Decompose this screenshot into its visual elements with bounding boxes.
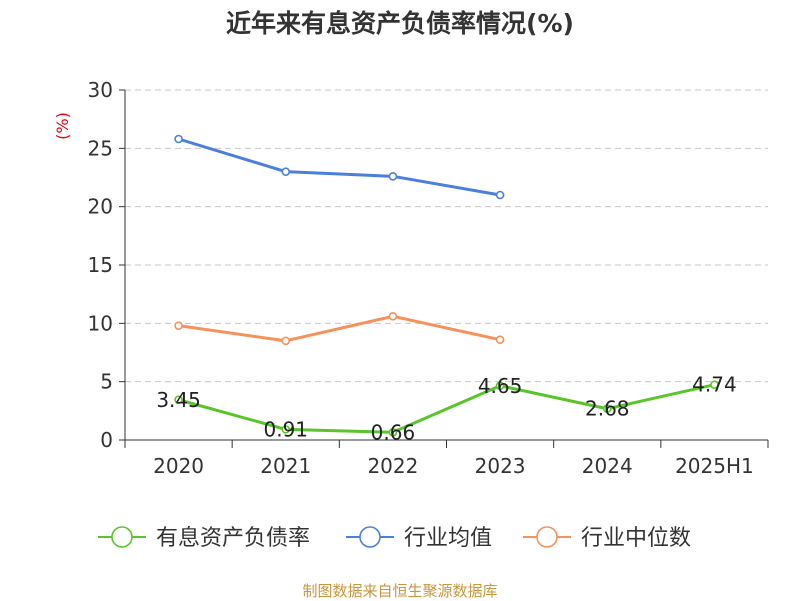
data-label: 4.65 bbox=[478, 374, 523, 398]
series-lines bbox=[174, 134, 719, 437]
data-labels: 3.45 0.91 0.66 4.65 2.68 4.74 bbox=[156, 373, 736, 445]
data-label: 4.74 bbox=[692, 373, 737, 397]
y-tick-label: 30 bbox=[88, 78, 113, 102]
series-line bbox=[178, 137, 501, 197]
legend-label: 行业中位数 bbox=[581, 526, 691, 551]
y-tick-label: 15 bbox=[88, 253, 113, 277]
data-point bbox=[281, 336, 291, 346]
series-line bbox=[178, 383, 715, 434]
y-tick-label: 0 bbox=[100, 428, 113, 452]
data-point bbox=[710, 380, 719, 390]
x-tick-label: 2023 bbox=[475, 454, 526, 478]
x-tick-label: 2020 bbox=[153, 454, 204, 478]
legend-swatch-marker bbox=[359, 526, 381, 548]
data-point bbox=[495, 190, 505, 200]
y-tick-label: 10 bbox=[88, 311, 113, 335]
legend: 有息资产负债率 行业均值 行业中位数 bbox=[98, 526, 691, 551]
legend-swatch-marker bbox=[536, 526, 558, 548]
data-point bbox=[281, 425, 291, 434]
legend-swatch-marker bbox=[111, 526, 133, 548]
x-tick-label: 2021 bbox=[260, 454, 311, 478]
grid-lines bbox=[125, 89, 768, 383]
legend-label: 有息资产负债率 bbox=[156, 526, 310, 551]
series-1 bbox=[174, 134, 505, 200]
chart-title: 近年来有息资产负债率情况(%) bbox=[226, 9, 574, 38]
data-point bbox=[602, 404, 612, 414]
data-point bbox=[174, 134, 183, 144]
source-footer: 制图数据来自恒生聚源数据库 bbox=[302, 582, 498, 600]
data-label: 0.66 bbox=[371, 420, 416, 444]
data-point bbox=[388, 427, 398, 437]
data-point bbox=[388, 172, 398, 181]
axes: 0 5 10 15 20 25 30 (%) 2020 2021 2022 2023 2024 2025H… bbox=[53, 78, 769, 478]
data-label: 0.91 bbox=[263, 417, 308, 441]
data-label: 3.45 bbox=[156, 388, 201, 412]
data-point bbox=[281, 167, 291, 176]
data-point bbox=[388, 312, 398, 321]
x-tick-label: 2022 bbox=[367, 454, 418, 478]
x-tick-label: 2024 bbox=[582, 454, 633, 478]
data-point bbox=[495, 335, 505, 344]
y-tick-label: 20 bbox=[88, 195, 113, 219]
legend-item: 有息资产负债率 bbox=[98, 526, 310, 551]
legend-label: 行业均值 bbox=[404, 526, 492, 551]
y-tick-label: 25 bbox=[88, 136, 113, 160]
series-2 bbox=[174, 312, 505, 346]
data-point bbox=[174, 395, 183, 405]
series-0 bbox=[174, 380, 719, 437]
x-tick-label: 2025H1 bbox=[675, 454, 754, 478]
legend-item: 行业中位数 bbox=[523, 526, 691, 551]
y-axis-label: (%) bbox=[53, 112, 72, 140]
y-tick-label: 5 bbox=[100, 370, 113, 394]
data-label: 2.68 bbox=[585, 397, 630, 421]
series-line bbox=[178, 314, 501, 343]
legend-item: 行业均值 bbox=[346, 526, 492, 551]
data-point bbox=[495, 381, 505, 391]
data-point bbox=[174, 321, 183, 330]
